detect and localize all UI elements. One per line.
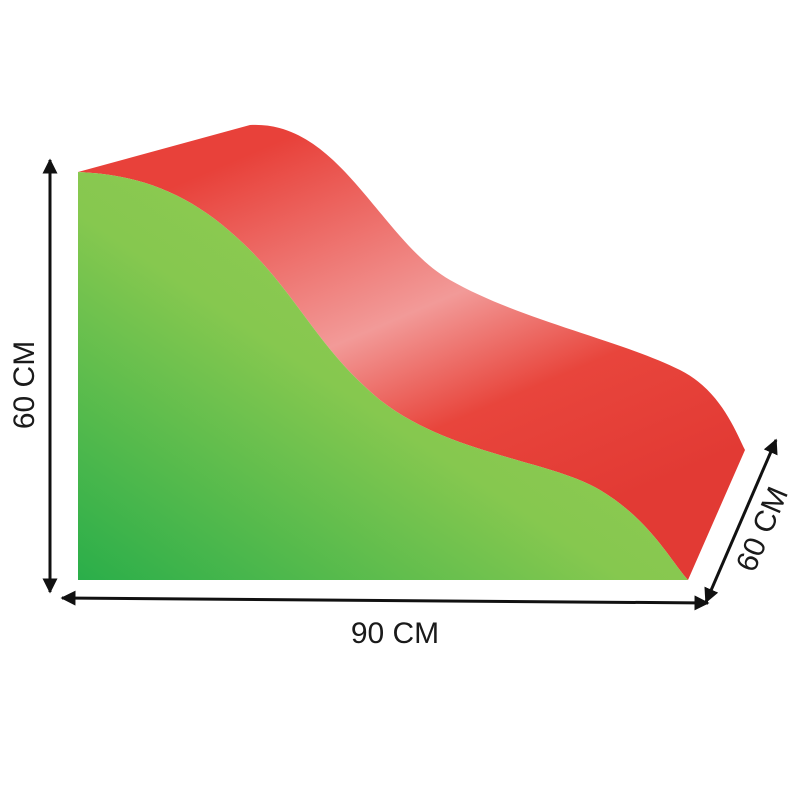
depth-label: 60 CM	[730, 482, 795, 576]
depth-arrow	[704, 438, 778, 604]
shape	[78, 124, 745, 580]
top-face	[78, 124, 745, 580]
width-label: 90 CM	[351, 617, 439, 650]
height-label: 60 CM	[8, 341, 41, 429]
width-arrow	[60, 590, 710, 611]
front-face	[78, 172, 688, 580]
